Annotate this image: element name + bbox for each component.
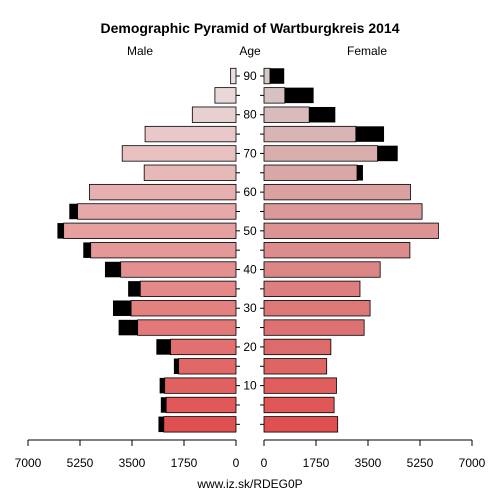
female-bar-70-74 (263, 145, 378, 162)
age-tick-label: 90 (243, 69, 257, 83)
female-excess-85-89 (284, 87, 314, 104)
male-bar-15-19 (178, 358, 237, 375)
age-tick-label: 20 (243, 340, 257, 354)
female-bar-75-79 (263, 125, 357, 143)
female-bar-5-9 (263, 396, 335, 414)
female-bar-0-4 (263, 416, 339, 433)
female-bar-85-89 (263, 87, 286, 104)
female-bar-45-49 (263, 242, 411, 259)
male-bar-25-29 (137, 319, 237, 336)
age-tick-label: 10 (243, 379, 257, 393)
female-bar-65-69 (263, 164, 358, 181)
male-bar-90+ (230, 67, 237, 85)
male-bar-80-84 (191, 106, 237, 123)
age-tick-label: 80 (243, 108, 257, 122)
male-bar-20-24 (170, 338, 237, 356)
male-excess-40-44 (104, 261, 121, 278)
female-excess-80-84 (309, 106, 336, 123)
male-bar-85-89 (214, 87, 237, 104)
female-bar-50-54 (263, 222, 439, 239)
bars-group (57, 67, 439, 433)
female-x-tick-label: 1750 (303, 456, 330, 470)
male-bar-35-39 (139, 280, 237, 298)
age-tick-label: 60 (243, 185, 257, 199)
age-tick-label: 40 (243, 263, 257, 277)
female-excess-90+ (269, 68, 285, 84)
female-bar-40-44 (263, 261, 381, 278)
female-bar-55-59 (263, 203, 423, 220)
male-excess-55-59 (69, 203, 78, 220)
source-label: www.iz.sk/RDEG0P (196, 477, 302, 491)
age-tick-label: 30 (243, 301, 257, 315)
female-excess-75-79 (355, 126, 385, 142)
male-excess-25-29 (118, 319, 138, 336)
male-bar-10-14 (164, 377, 237, 394)
male-excess-20-24 (156, 339, 171, 355)
female-excess-65-69 (357, 165, 363, 181)
male-excess-45-49 (83, 242, 91, 258)
male-bar-40-44 (120, 261, 237, 278)
male-bar-50-54 (63, 222, 237, 239)
female-x-tick-label: 3500 (355, 456, 382, 470)
male-excess-5-9 (160, 397, 167, 413)
age-label: Age (239, 44, 261, 58)
male-label: Male (127, 44, 153, 58)
female-x-tick-label: 5250 (407, 456, 434, 470)
male-excess-10-14 (159, 377, 165, 394)
female-bar-80-84 (263, 106, 310, 123)
male-bar-0-4 (163, 416, 237, 433)
female-excess-70-74 (377, 145, 398, 162)
female-x-tick-label: 0 (261, 456, 268, 470)
male-x-tick-label: 0 (233, 456, 240, 470)
male-bar-55-59 (77, 203, 237, 220)
male-bar-65-69 (143, 164, 237, 181)
female-bar-60-64 (263, 183, 411, 201)
male-x-tick-label: 3500 (119, 456, 146, 470)
female-bar-90+ (263, 67, 271, 85)
male-bar-45-49 (90, 242, 237, 259)
female-bar-10-14 (263, 377, 337, 394)
female-bar-35-39 (263, 280, 361, 298)
chart-title: Demographic Pyramid of Wartburgkreis 201… (100, 20, 399, 36)
male-excess-15-19 (173, 358, 179, 375)
male-x-tick-label: 5250 (67, 456, 94, 470)
female-bar-25-29 (263, 319, 365, 336)
male-bar-5-9 (165, 396, 237, 414)
age-tick-label: 50 (243, 224, 257, 238)
female-x-tick-label: 7000 (459, 456, 486, 470)
axes-group: 10 20 30 40 50 60 70 80 90 7000 5250 3500 1750 0 0 1750… (15, 69, 486, 470)
female-bar-30-34 (263, 300, 371, 317)
male-excess-30-34 (112, 300, 132, 316)
female-bar-15-19 (263, 358, 328, 375)
male-bar-60-64 (89, 183, 237, 201)
female-bar-20-24 (263, 338, 332, 356)
male-bar-30-34 (130, 300, 237, 317)
male-x-tick-label: 7000 (15, 456, 42, 470)
male-x-tick-label: 1750 (171, 456, 198, 470)
male-excess-35-39 (128, 281, 141, 297)
male-excess-0-4 (158, 416, 164, 433)
female-label: Female (347, 44, 387, 58)
male-bar-70-74 (121, 145, 237, 162)
age-tick-label: 70 (243, 146, 257, 160)
male-bar-75-79 (144, 125, 237, 143)
male-excess-50-54 (57, 223, 64, 239)
